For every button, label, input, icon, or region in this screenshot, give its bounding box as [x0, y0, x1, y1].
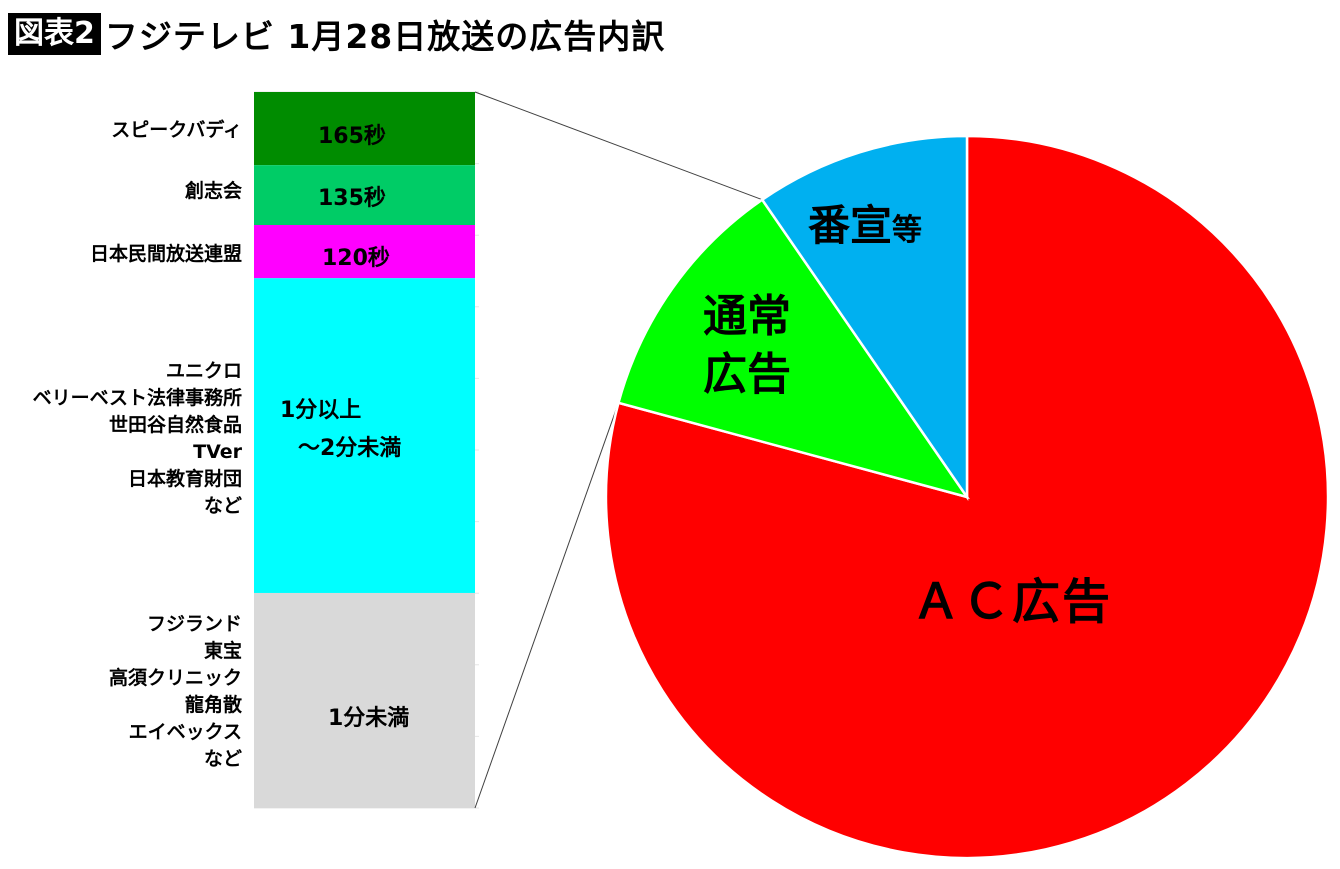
pie-label-promo: 番宣等 — [808, 192, 922, 253]
data-label: 120秒 — [322, 240, 390, 278]
category-label-line: ベリーベスト法律事務所 — [32, 387, 242, 409]
data-label-line: 120秒 — [322, 246, 390, 271]
pie-slice — [616, 197, 970, 500]
pie-label-text: 番宣 — [808, 201, 893, 250]
data-label-line: 165秒 — [318, 124, 386, 149]
category-label-line: ユニクロ — [165, 360, 242, 382]
pie-label-line: 広告 — [703, 349, 791, 400]
category-label: フジランド東宝高須クリニック龍角散エイベックスなど — [109, 611, 242, 773]
category-label-line: 高須クリニック — [108, 667, 242, 689]
category-label: ユニクロベリーベスト法律事務所世田谷自然食品 TVer 日本教育財団など — [33, 358, 242, 520]
category-label-line: 創志会 — [184, 180, 242, 202]
category-label-line: 龍角散 — [184, 694, 242, 716]
data-label: 165秒 — [318, 118, 386, 156]
pie-label-normal: 通常 広告 — [703, 288, 791, 404]
title-text: フジテレビ 1月28日放送の広告内訳 — [104, 17, 666, 56]
category-label-line: 世田谷自然食品 — [108, 414, 242, 436]
category-label-line: 日本教育財団 — [127, 468, 242, 490]
data-label: 1分以上 ～2分未満 — [280, 392, 401, 468]
category-label-line: TVer — [193, 441, 242, 463]
data-label-line: 135秒 — [318, 186, 386, 211]
category-label: 創志会 — [185, 178, 242, 205]
pie-label-suffix: 等 — [892, 213, 923, 248]
pie-slice — [760, 134, 969, 502]
category-label-line: など — [203, 748, 242, 770]
data-label-line: 1分以上 — [280, 398, 362, 423]
bar-segment — [254, 278, 475, 593]
pie-label-line: 通常 — [703, 291, 791, 342]
figure-number-badge: 図表2 — [8, 13, 101, 55]
data-label-line: 1分未満 — [328, 706, 410, 731]
category-label: スピークバディ — [111, 117, 242, 144]
category-label-line: フジランド — [146, 613, 242, 635]
data-label: 1分未満 — [328, 700, 409, 738]
data-label: 135秒 — [318, 180, 386, 218]
category-label-line: など — [203, 495, 242, 517]
pie-label-ac: ＡＣ広告 — [912, 562, 1112, 632]
bar-segment — [254, 165, 475, 226]
category-label-line: 東宝 — [203, 640, 242, 662]
bar-segment — [254, 225, 475, 279]
connector-line-bottom — [474, 402, 619, 809]
bar-segment — [254, 592, 475, 808]
category-label-line: スピークバディ — [111, 119, 242, 141]
chart-title: 図表2 フジテレビ 1月28日放送の広告内訳 — [8, 10, 665, 58]
category-label: 日本民間放送連盟 — [90, 241, 242, 268]
connector-line-top — [474, 91, 763, 201]
category-label-line: 日本民間放送連盟 — [89, 243, 242, 265]
bar-segment — [254, 92, 475, 166]
category-label-line: エイベックス — [128, 721, 242, 743]
data-label-line: ～2分未満 — [298, 436, 402, 461]
pie-label-text: ＡＣ広告 — [912, 574, 1113, 630]
